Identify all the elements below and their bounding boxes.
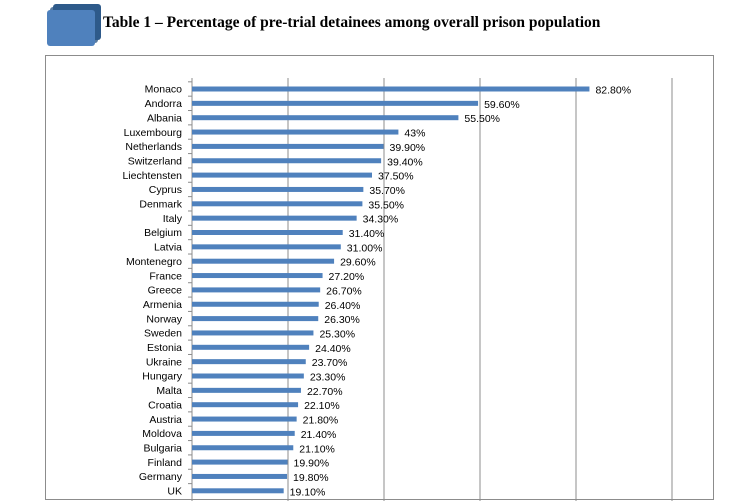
data-label: 21.10% bbox=[299, 443, 335, 455]
category-label: Belgium bbox=[144, 227, 182, 239]
data-label: 19.90% bbox=[294, 458, 330, 470]
category-label: Denmark bbox=[139, 199, 182, 211]
data-label: 31.40% bbox=[349, 228, 385, 240]
bar bbox=[192, 359, 306, 365]
data-label: 26.30% bbox=[324, 314, 360, 326]
category-label: Norway bbox=[146, 313, 182, 325]
category-label: Albania bbox=[147, 112, 182, 124]
bar bbox=[192, 273, 323, 279]
bar bbox=[192, 402, 299, 408]
category-label: Netherlands bbox=[125, 141, 182, 153]
category-label: Ukraine bbox=[146, 356, 182, 368]
category-label: Monaco bbox=[145, 84, 183, 96]
bar bbox=[192, 129, 399, 135]
data-label: 39.90% bbox=[390, 142, 426, 154]
bar bbox=[192, 230, 343, 235]
data-label: 21.40% bbox=[301, 429, 337, 441]
category-label: Finland bbox=[148, 457, 183, 469]
data-label: 27.20% bbox=[329, 271, 365, 283]
category-label: Austria bbox=[149, 414, 182, 426]
document-stack-front bbox=[47, 10, 95, 46]
bar bbox=[192, 445, 294, 451]
bar bbox=[192, 158, 382, 164]
document-stack-icon bbox=[47, 4, 101, 46]
category-label: Estonia bbox=[147, 342, 182, 354]
data-label: 25.30% bbox=[319, 328, 355, 340]
bar bbox=[192, 287, 321, 293]
bar bbox=[192, 301, 319, 307]
category-label: Hungary bbox=[142, 371, 182, 383]
chart-frame: Monaco 82.80% Andorra 59.60% Albania 55.50% Lu… bbox=[45, 55, 714, 501]
bar bbox=[192, 473, 288, 479]
category-label: Malta bbox=[156, 385, 182, 397]
data-label: 22.70% bbox=[307, 386, 343, 398]
data-label: 35.50% bbox=[368, 199, 404, 211]
category-label: Latvia bbox=[154, 242, 182, 254]
category-label: Switzerland bbox=[128, 155, 182, 167]
data-label: 34.30% bbox=[363, 214, 399, 226]
data-label: 43% bbox=[404, 128, 425, 140]
bar bbox=[192, 215, 357, 221]
data-label: 26.40% bbox=[325, 300, 361, 312]
data-label: 31.00% bbox=[347, 242, 383, 254]
category-label: France bbox=[149, 270, 182, 282]
data-label: 19.80% bbox=[293, 472, 329, 484]
bar bbox=[192, 115, 459, 121]
category-label: Moldova bbox=[142, 428, 182, 440]
category-label: Liechtensten bbox=[122, 170, 182, 182]
bar bbox=[192, 373, 304, 379]
category-label: UK bbox=[167, 486, 182, 498]
bar bbox=[192, 172, 372, 178]
bar bbox=[192, 430, 295, 436]
bar bbox=[192, 344, 310, 350]
data-label: 22.10% bbox=[304, 400, 340, 412]
category-label: Luxembourg bbox=[124, 127, 183, 139]
category-label: Greece bbox=[148, 285, 183, 297]
data-label: 24.40% bbox=[315, 343, 351, 355]
category-label: Montenegro bbox=[126, 256, 182, 268]
bar bbox=[192, 387, 301, 393]
data-label: 26.70% bbox=[326, 285, 362, 297]
data-label: 82.80% bbox=[595, 85, 631, 97]
category-label: Italy bbox=[163, 213, 183, 225]
bar bbox=[192, 143, 384, 149]
bar bbox=[192, 416, 297, 422]
category-label: Sweden bbox=[144, 328, 182, 340]
table-heading: Table 1 – Percentage of pre-trial detain… bbox=[103, 14, 601, 31]
data-label: 21.80% bbox=[303, 415, 339, 427]
data-label: 29.60% bbox=[340, 257, 376, 269]
category-label: Cyprus bbox=[149, 184, 182, 196]
bar bbox=[192, 86, 590, 92]
category-label: Bulgaria bbox=[143, 442, 182, 454]
data-label: 19.10% bbox=[290, 486, 326, 498]
data-label: 59.60% bbox=[484, 99, 520, 111]
bar bbox=[192, 258, 335, 264]
category-label: Germany bbox=[139, 471, 183, 483]
category-label: Armenia bbox=[143, 299, 182, 311]
data-label: 23.70% bbox=[312, 357, 348, 369]
bar bbox=[192, 201, 363, 207]
data-label: 37.50% bbox=[378, 171, 414, 183]
bar bbox=[192, 186, 364, 192]
data-label: 23.30% bbox=[310, 372, 346, 384]
bar-chart: Monaco 82.80% Andorra 59.60% Albania 55.50% Lu… bbox=[122, 78, 673, 501]
data-label: 55.50% bbox=[464, 113, 500, 125]
data-label: 35.70% bbox=[369, 185, 405, 197]
data-label: 39.40% bbox=[387, 156, 423, 168]
bar bbox=[192, 100, 479, 106]
bar bbox=[192, 488, 284, 494]
bar bbox=[192, 459, 288, 465]
bar bbox=[192, 330, 314, 336]
category-label: Croatia bbox=[148, 399, 182, 411]
bar bbox=[192, 316, 319, 322]
bar bbox=[192, 244, 341, 250]
category-label: Andorra bbox=[145, 98, 183, 110]
